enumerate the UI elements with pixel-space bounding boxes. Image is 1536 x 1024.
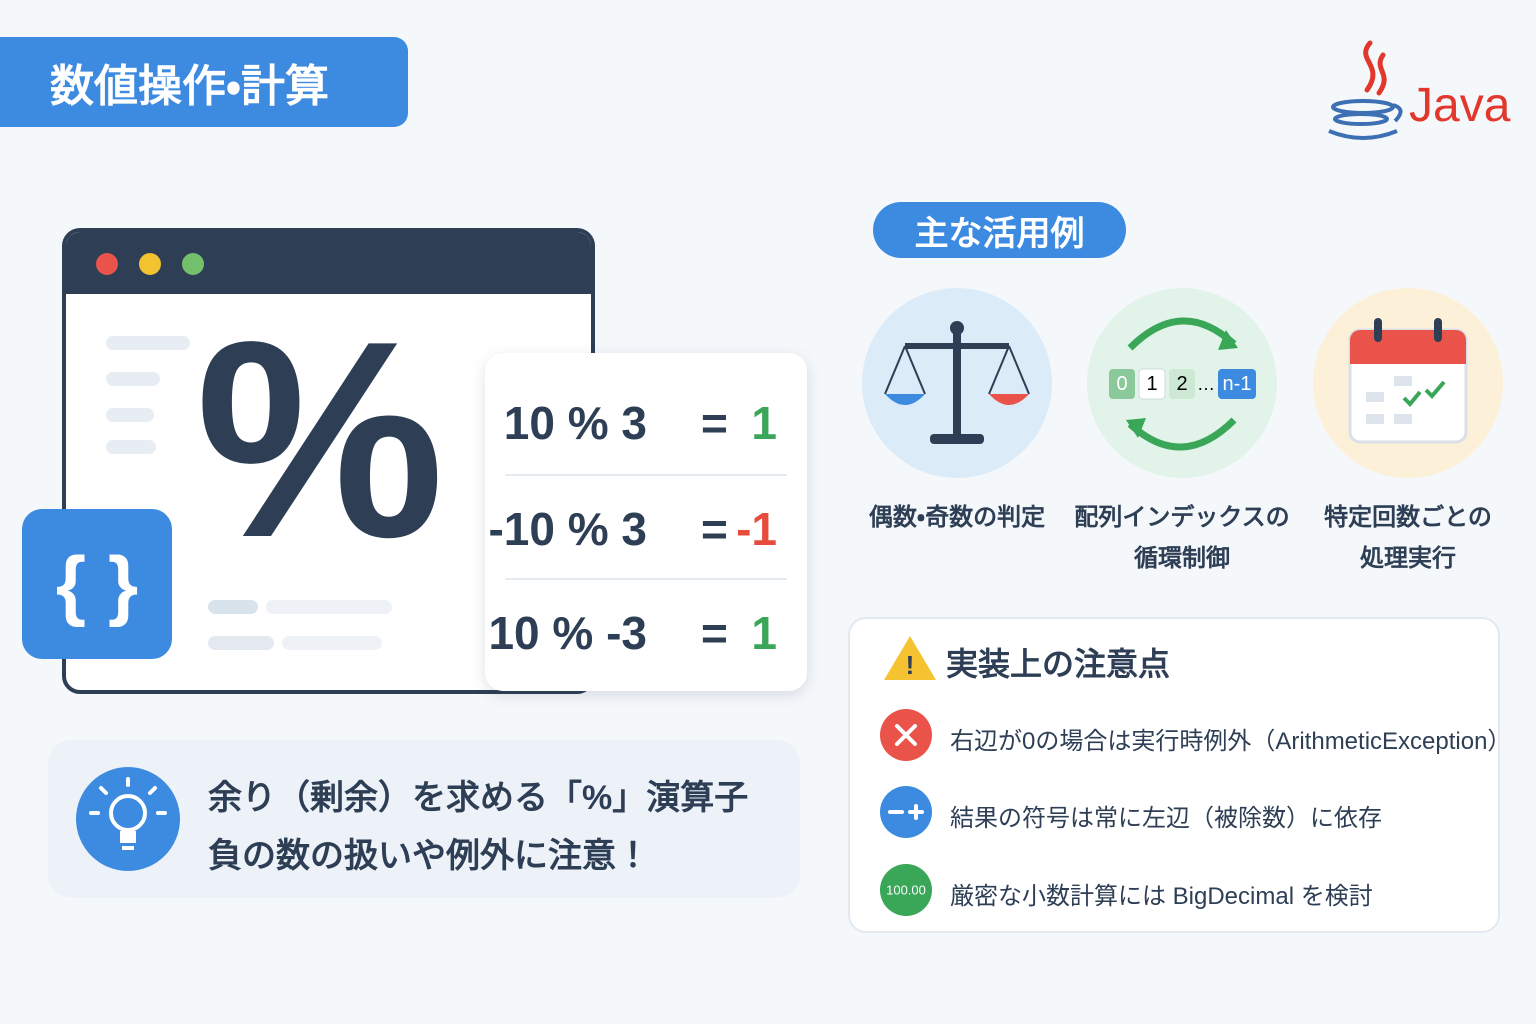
expression: 10 % -3: [488, 607, 647, 659]
result: 1: [751, 397, 777, 449]
modulo-symbol: %: [195, 284, 445, 596]
equals: =: [701, 503, 728, 555]
label-line: 特定回数ごとの: [1324, 504, 1492, 531]
example-row: -10 % 3 = -1: [488, 474, 787, 578]
equals: =: [701, 607, 728, 659]
java-logo: Java: [1328, 40, 1511, 140]
tip-line: 余り（剰余）を求める「%」演算子: [208, 779, 749, 817]
section-title: 主な活用例: [873, 202, 1126, 258]
expression: -10 % 3: [488, 503, 647, 555]
caution-item: 結果の符号は常に左辺（被除数）に依存: [950, 805, 1382, 832]
warning-icon: !: [884, 636, 936, 680]
examples-card: 10 % 3 = 1 -10 % 3 = -1 10 % -3 = 1: [485, 353, 807, 691]
label-line: 循環制御: [1134, 545, 1230, 572]
caution-title: 実装上の注意点: [946, 646, 1171, 682]
label-line: 配列インデックスの: [1074, 504, 1290, 531]
result: -1: [736, 503, 777, 555]
result: 1: [751, 607, 777, 659]
caution-icons: 100.00: [880, 709, 932, 916]
tip-line: 負の数の扱いや例外に注意！: [208, 837, 650, 875]
expression: 10 % 3: [503, 397, 647, 449]
usage-label: 配列インデックスの 循環制御: [1062, 497, 1302, 579]
caution-card: ! 実装上の注意点 100.00 右辺が0の場合は実行時例外（Arithmeti…: [848, 617, 1511, 933]
example-row: 10 % 3 = 1: [503, 370, 787, 474]
warning-mark: !: [906, 650, 915, 680]
loop-index: 2: [1176, 373, 1187, 395]
usage-label: 偶数・奇数の判定: [868, 504, 1046, 531]
equals: =: [701, 397, 728, 449]
tip-card: 余り（剰余）を求める「%」演算子 負の数の扱いや例外に注意！: [48, 740, 800, 898]
code-icon: { }: [22, 509, 172, 659]
logo-text: Java: [1409, 79, 1511, 132]
usage-label: 特定回数ごとの 処理実行: [1288, 497, 1528, 579]
page-title: 数値操作・計算: [0, 37, 408, 127]
decimal-icon: 100.00: [886, 882, 926, 897]
caution-item: 厳密な小数計算には BigDecimal を検討: [950, 883, 1373, 910]
loop-index: 1: [1146, 373, 1157, 395]
example-row: 10 % -3 = 1: [488, 578, 787, 682]
loop-index: n-1: [1223, 373, 1252, 395]
loop-index: 0: [1116, 373, 1127, 395]
window-decor: [96, 253, 392, 650]
label-line: 処理実行: [1360, 545, 1456, 572]
usage-icons: 0 1 2 … n-1: [862, 288, 1503, 478]
bulb-icon: [76, 767, 180, 871]
caution-item: 右辺が0の場合は実行時例外（ArithmeticException）: [950, 728, 1512, 755]
loop-index: …: [1197, 374, 1215, 394]
